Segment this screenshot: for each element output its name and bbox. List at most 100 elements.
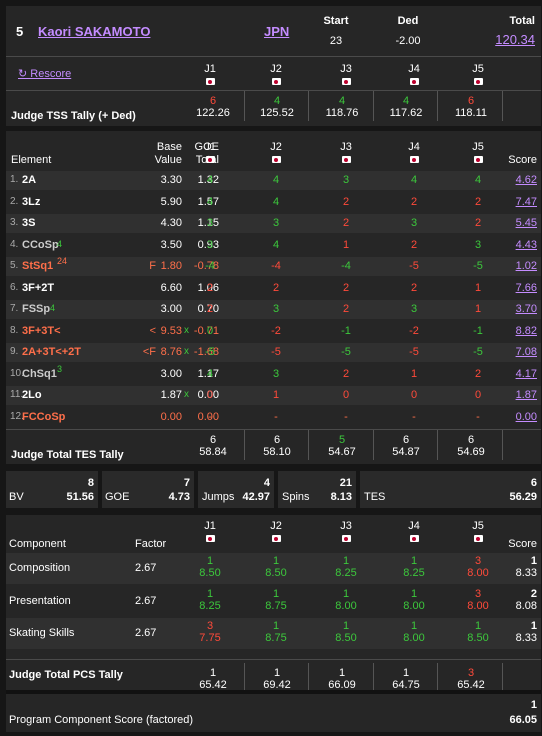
goe-value: 0.70 [197,303,219,315]
element-score-link[interactable]: 7.08 [515,346,537,358]
element-score-link[interactable]: 4.62 [515,174,537,186]
goe-col-header: GOE [194,141,219,153]
judge-goe-mark: 4 [206,174,214,186]
judge-goe-mark: -1 [341,324,351,337]
judge-goe-mark: 1 [272,389,280,401]
goe-value: 1.06 [197,281,219,294]
judge-goe-mark: 0 [206,389,214,401]
element-score-link[interactable]: 7.47 [515,195,537,208]
tally-rank: 1 [338,667,346,679]
tally-value: 122.26 [196,107,230,119]
japan-flag-icon [409,78,419,86]
judge-label: J5 [472,141,484,153]
judge-goe-mark: -1 [473,324,483,337]
goe-value: 4.73 [168,491,190,503]
tally-value: 54.87 [392,446,420,458]
judge-goe-mark: - [412,410,416,423]
japan-flag-icon [473,78,483,86]
judge-label: J1 [204,520,216,532]
tally-value: 118.11 [454,107,487,119]
pcs-tally-label: Judge Total PCS Tally [9,669,123,681]
element-number: 10. [10,367,24,379]
japan-flag-icon [409,156,419,164]
japan-flag-icon [205,78,215,86]
components-panel: Component Factor Score J1 J2 J3 J4 J5 Compos… [6,515,541,732]
element-score-link[interactable]: 4.43 [515,238,537,251]
spins-value: 8.13 [330,491,352,503]
element-row: 10. ChSq1 3 3.00 1.17 4 3 2 1 2 4.17 [6,364,541,384]
judge-goe-mark: -5 [205,346,215,358]
goe-value: 0.00 [197,389,219,401]
total-label: Total [509,15,535,27]
goe-value: 0.93 [197,238,219,251]
element-number: 7. [10,303,19,314]
tally-rank: 3 [467,667,475,679]
judge-mark: 8.00 [467,599,489,612]
base-value: 0.00 [160,410,182,423]
element-note: F [149,260,156,272]
element-score-link[interactable]: 5.45 [515,217,537,229]
judge-goe-mark: 2 [342,303,350,315]
element-score-link[interactable]: 4.17 [515,367,537,380]
tally-rank: 6 [467,95,475,107]
tally-rank: 6 [209,434,217,446]
judge-goe-mark: 2 [474,367,482,380]
element-row: 4. CCoSp 4 3.50 0.93 3 4 1 2 3 4.43 [6,236,541,255]
judge-rank: 1 [342,587,350,600]
base-value: 1.87 [160,389,182,401]
judge-goe-mark: 2 [410,238,418,251]
judge-goe-mark: - [344,410,348,423]
element-score-link[interactable]: 3.70 [515,303,537,315]
element-name: 2A [22,174,37,186]
judge-goe-mark: -4 [271,260,281,272]
tally-divider [373,430,374,460]
element-score-link[interactable]: 8.82 [515,324,537,337]
judge-goe-mark: 3 [272,217,280,229]
element-number: 1. [10,174,19,185]
element-row: 6. 3F+2T 6.60 1.06 2 2 2 2 1 7.66 [6,279,541,298]
elements-panel: Element Base Value GOE Total Score J1J2J… [6,131,541,464]
element-score-link[interactable]: 1.87 [515,389,537,401]
tally-value: 118.76 [325,107,359,119]
spins-label: Spins [282,491,310,503]
tes-label: TES [364,491,386,503]
tally-value: 117.62 [389,107,423,119]
pcs-rank: 1 [530,699,537,711]
start-label: Start [323,15,349,27]
judge-rank: 1 [272,620,280,632]
judge-mark: 8.50 [199,567,221,579]
pcs-value: 66.05 [509,714,537,726]
component-score-rank: 2 [530,587,537,600]
judge-goe-mark: 0 [474,389,482,401]
skater-name-link[interactable]: Kaori SAKAMOTO [38,24,151,39]
tally-value: 69.42 [263,679,291,691]
judge-header: J2 [256,141,296,166]
judge-goe-mark: 4 [272,238,280,251]
judge-goe-mark: - [274,410,278,423]
judge-goe-mark: 0 [410,389,418,401]
tally-value: 64.75 [392,679,420,691]
total-score-link[interactable]: 120.34 [495,32,535,47]
element-name: FCCoSp [22,410,66,423]
element-score-link[interactable]: 7.66 [515,281,537,294]
judge-mark: 8.50 [335,632,357,644]
tally-rank: 1 [402,667,410,679]
judge-label: J4 [408,520,420,532]
base-value: 1.80 [160,260,182,272]
judge-goe-mark: 1 [342,238,350,251]
judge-header: J4 [394,520,434,545]
judge-mark: 8.75 [265,599,287,612]
rescore-link[interactable]: ↻ Rescore [18,68,72,80]
judge-label: J1 [204,63,216,75]
element-score-link[interactable]: 0.00 [515,410,537,423]
judge-rank: 1 [206,587,214,600]
judge-label: J5 [472,63,484,75]
factor-col-header: Factor [135,538,167,550]
tally-rank: 6 [209,95,217,107]
nation-link[interactable]: JPN [264,24,290,39]
element-score-link[interactable]: 1.02 [515,260,537,272]
japan-flag-icon [271,78,281,86]
element-row: 11. 2Lo 1.87 x 0.00 0 1 0 0 0 1.87 [6,386,541,405]
japan-flag-icon [205,535,215,543]
tally-divider [308,663,309,693]
